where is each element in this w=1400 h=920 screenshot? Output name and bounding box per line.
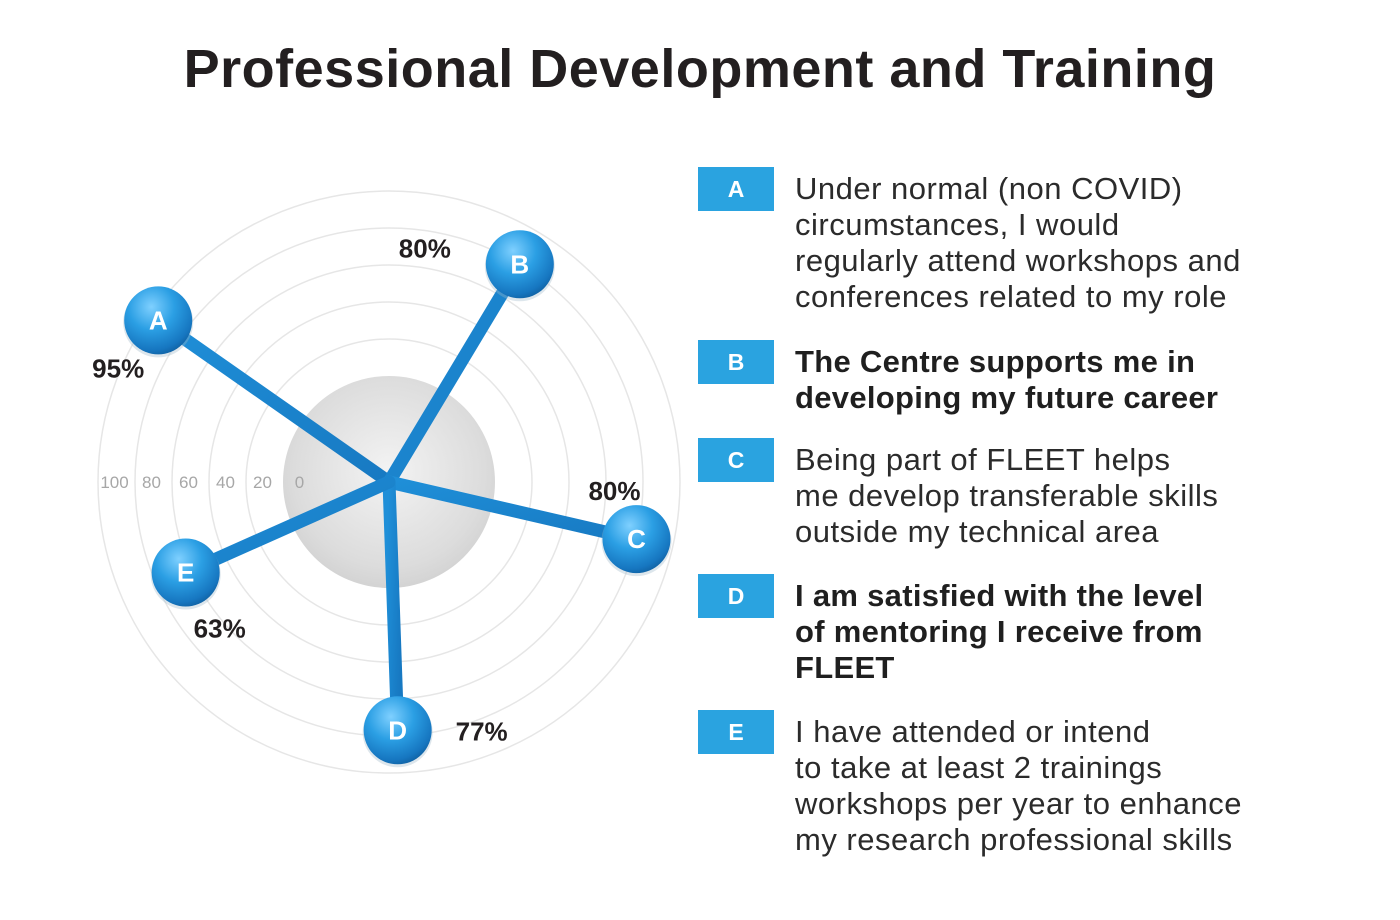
- legend-text-line: I am satisfied with the level: [795, 578, 1204, 613]
- scale-label: 60: [179, 473, 198, 492]
- value-label-c: 80%: [588, 476, 640, 506]
- legend-text-line: of mentoring I receive from: [795, 614, 1203, 649]
- node-label: E: [177, 558, 194, 588]
- radar-chart: 100 80 60 40 20 0 A B C D E 95% 80% 80% 77% 63%: [92, 190, 681, 774]
- node-c: C: [601, 505, 672, 577]
- legend-text-line: outside my technical area: [795, 514, 1160, 549]
- legend-text-line: regularly attend workshops and: [795, 243, 1241, 278]
- scale-label: 100: [100, 473, 128, 492]
- legend-text: I have attended or intend to take at leas…: [795, 714, 1385, 858]
- legend-text: I am satisfied with the level of mentorin…: [795, 578, 1385, 686]
- legend-text-line: developing my future career: [795, 380, 1219, 415]
- value-labels: 95% 80% 80% 77% 63%: [92, 233, 640, 746]
- node-label: A: [149, 305, 168, 335]
- legend-text-line: Being part of FLEET helps: [795, 442, 1171, 477]
- legend-text-line: to take at least 2 trainings: [795, 750, 1163, 785]
- radar-spokes: [151, 257, 643, 737]
- legend-key-badge: D: [698, 574, 774, 618]
- value-label-a: 95%: [92, 353, 144, 383]
- legend-text: Being part of FLEET helps me develop tran…: [795, 442, 1385, 550]
- legend-text-line: workshops per year to enhance: [795, 786, 1243, 821]
- node-label: B: [510, 249, 529, 279]
- spoke-b: [382, 257, 527, 489]
- legend-text-line: conferences related to my role: [795, 279, 1227, 314]
- spoke-a: [151, 313, 396, 489]
- scale-label: 80: [142, 473, 161, 492]
- legend-text-line: FLEET: [795, 650, 895, 685]
- legend-text-line: Under normal (non COVID): [795, 171, 1183, 206]
- legend-text-line: me develop transferable skills: [795, 478, 1219, 513]
- legend-text: Under normal (non COVID) circumstances, I…: [795, 171, 1385, 315]
- node-label: D: [388, 715, 407, 745]
- spoke-d: [382, 475, 405, 737]
- legend-key-badge: B: [698, 340, 774, 384]
- node-label: C: [627, 524, 646, 554]
- scale-label: 40: [216, 473, 235, 492]
- value-label-b: 80%: [399, 233, 451, 263]
- scale-label: 20: [253, 473, 272, 492]
- legend-key-badge: C: [698, 438, 774, 482]
- radar-nodes: A B C D E: [123, 230, 672, 768]
- legend-text-line: circumstances, I would: [795, 207, 1120, 242]
- legend-text-line: I have attended or intend: [795, 714, 1151, 749]
- ring-100: [97, 190, 681, 774]
- spoke-e: [179, 475, 396, 580]
- page-title: Professional Development and Training: [183, 39, 1217, 99]
- value-label-d: 77%: [456, 716, 508, 746]
- value-label-e: 63%: [194, 614, 246, 644]
- node-a: A: [123, 286, 194, 358]
- scale-label: 0: [295, 473, 304, 492]
- legend-text-line: The Centre supports me in: [795, 344, 1196, 379]
- node-e: E: [150, 538, 221, 610]
- node-b: B: [484, 230, 555, 302]
- legend-key-badge: A: [698, 167, 774, 211]
- spoke-c: [382, 475, 643, 546]
- node-d: D: [362, 696, 433, 768]
- scale-labels: 100 80 60 40 20 0: [100, 473, 304, 492]
- legend-text: The Centre supports me in developing my f…: [795, 344, 1385, 416]
- legend-key-badge: E: [698, 710, 774, 754]
- legend-text-line: my research professional skills: [795, 822, 1233, 857]
